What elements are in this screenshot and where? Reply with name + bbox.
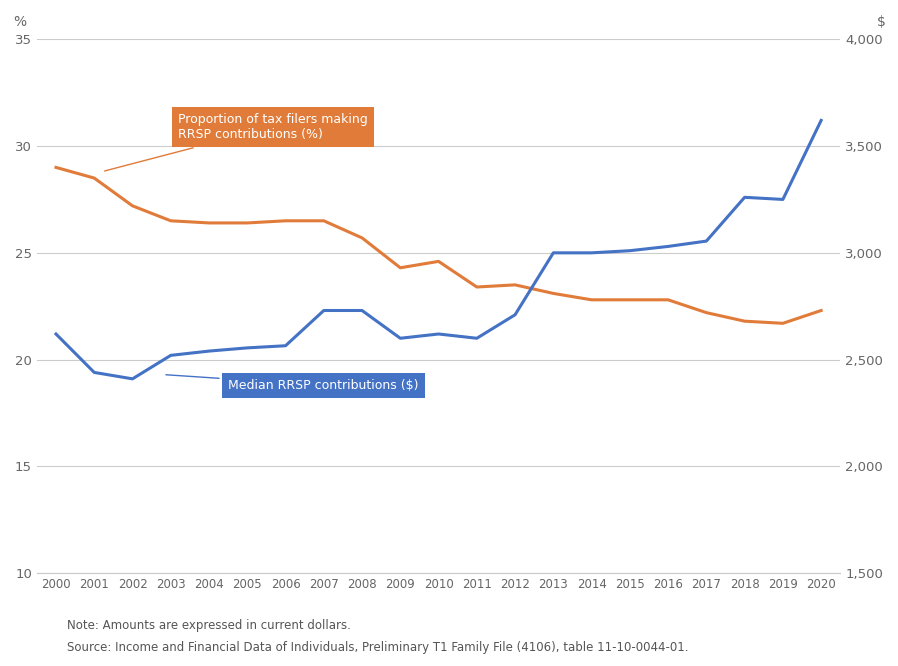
Text: Source: Income and Financial Data of Individuals, Preliminary T1 Family File (41: Source: Income and Financial Data of Ind… (67, 641, 689, 655)
Text: Median RRSP contributions ($): Median RRSP contributions ($) (166, 375, 418, 392)
Text: Note: Amounts are expressed in current dollars.: Note: Amounts are expressed in current d… (67, 619, 351, 633)
Text: $: $ (876, 15, 885, 29)
Text: %: % (13, 15, 26, 29)
Text: Proportion of tax filers making
RRSP contributions (%): Proportion of tax filers making RRSP con… (104, 113, 368, 171)
